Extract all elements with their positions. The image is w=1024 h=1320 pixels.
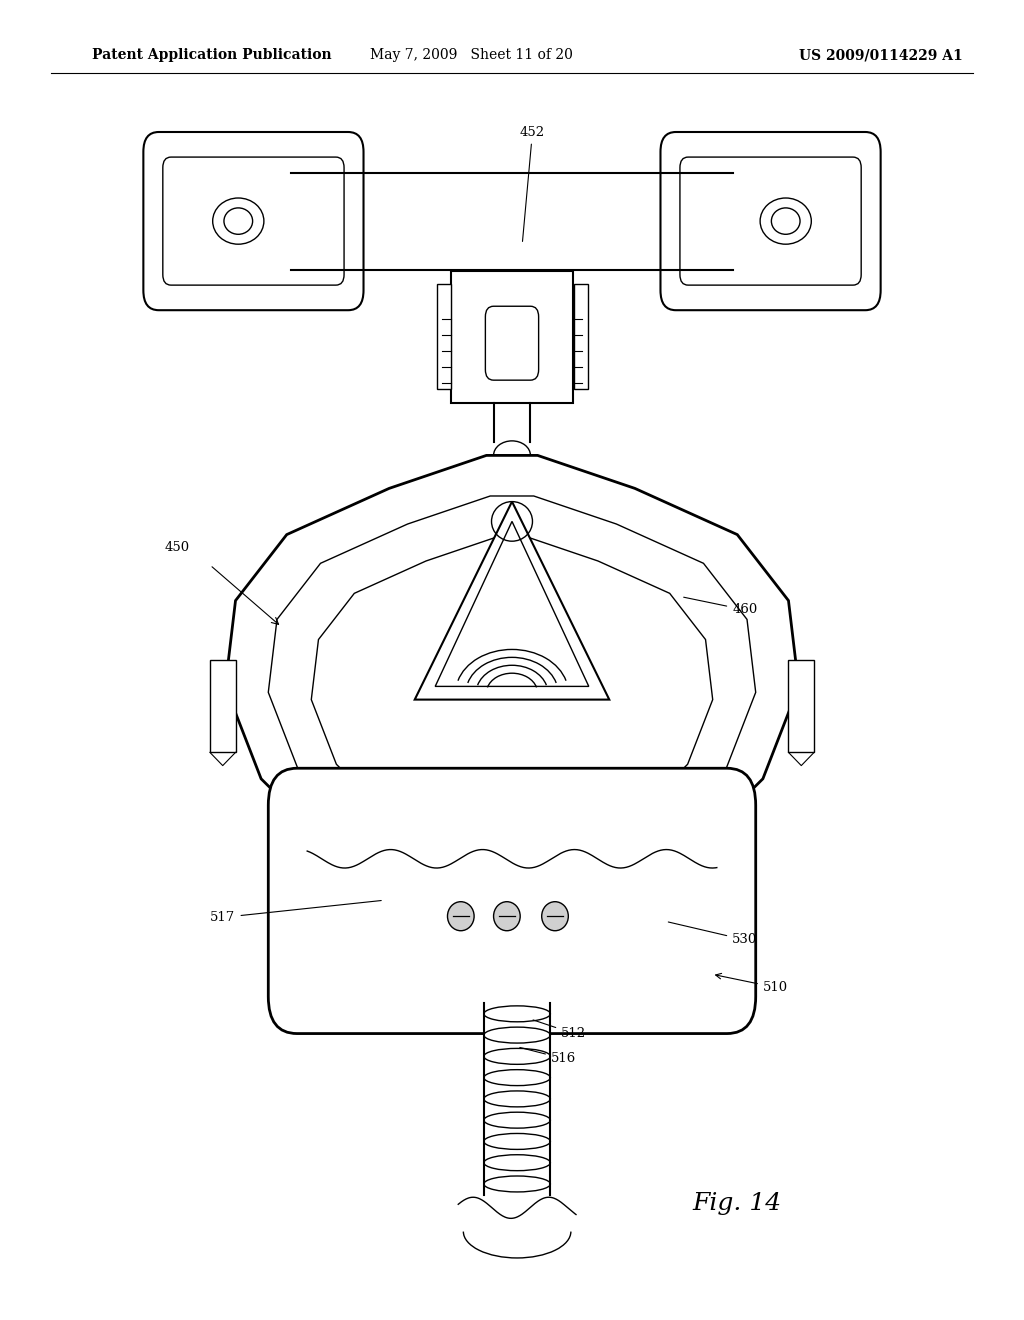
Ellipse shape bbox=[484, 1113, 551, 1129]
Text: 450: 450 bbox=[164, 541, 189, 554]
Ellipse shape bbox=[494, 902, 520, 931]
Ellipse shape bbox=[484, 1048, 551, 1064]
Polygon shape bbox=[225, 455, 799, 884]
Text: 516: 516 bbox=[520, 1048, 577, 1065]
Bar bbox=[451, 271, 573, 403]
Bar bbox=[574, 284, 588, 389]
Ellipse shape bbox=[542, 902, 568, 931]
Text: 517: 517 bbox=[210, 900, 381, 924]
Bar bbox=[437, 284, 451, 389]
Polygon shape bbox=[415, 502, 609, 700]
Text: 460: 460 bbox=[684, 597, 758, 616]
Ellipse shape bbox=[484, 1090, 551, 1107]
Text: Patent Application Publication: Patent Application Publication bbox=[92, 49, 332, 62]
Ellipse shape bbox=[494, 441, 530, 470]
Ellipse shape bbox=[484, 1069, 551, 1085]
Ellipse shape bbox=[484, 1134, 551, 1150]
Text: 530: 530 bbox=[669, 921, 758, 946]
Ellipse shape bbox=[484, 1027, 551, 1043]
FancyBboxPatch shape bbox=[143, 132, 364, 310]
Text: 512: 512 bbox=[534, 1020, 587, 1040]
Ellipse shape bbox=[447, 902, 474, 931]
Text: May 7, 2009   Sheet 11 of 20: May 7, 2009 Sheet 11 of 20 bbox=[370, 49, 572, 62]
Bar bbox=[788, 660, 814, 752]
Text: 510: 510 bbox=[716, 973, 788, 994]
Text: Fig. 14: Fig. 14 bbox=[692, 1192, 782, 1216]
Text: 452: 452 bbox=[520, 125, 545, 242]
FancyBboxPatch shape bbox=[268, 768, 756, 1034]
Ellipse shape bbox=[484, 1155, 551, 1171]
Ellipse shape bbox=[484, 1176, 551, 1192]
Bar bbox=[210, 660, 236, 752]
FancyBboxPatch shape bbox=[660, 132, 881, 310]
Text: US 2009/0114229 A1: US 2009/0114229 A1 bbox=[799, 49, 963, 62]
Ellipse shape bbox=[484, 1006, 551, 1022]
